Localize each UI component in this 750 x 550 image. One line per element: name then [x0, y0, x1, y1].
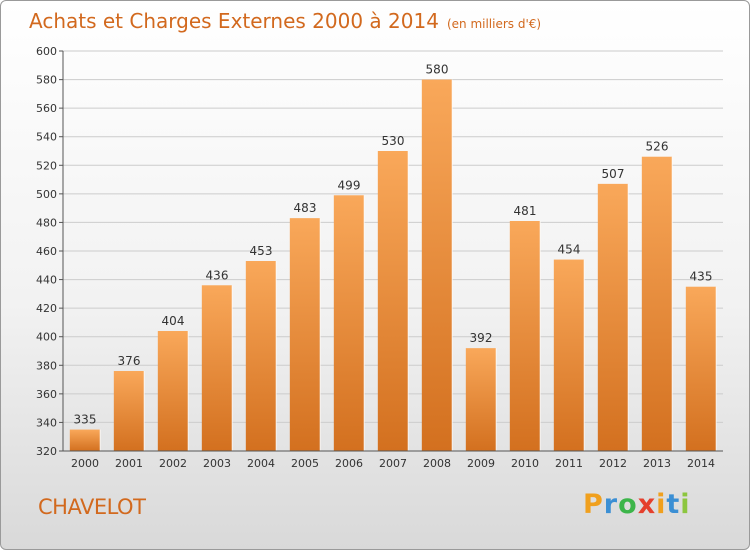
- x-tick-label: 2005: [291, 457, 319, 470]
- y-tick-label: 320: [36, 445, 57, 458]
- value-labels: 335 376 404 436 453 483 499 530 580 392 481 454 507 5…: [74, 63, 713, 427]
- chart-title-text: Achats et Charges Externes 2000 à 2014: [29, 9, 439, 33]
- bar-2002: [157, 331, 189, 451]
- x-tick-label: 2014: [687, 457, 715, 470]
- logo-letter: i: [656, 489, 667, 520]
- proxiti-logo: Proxiti: [583, 489, 691, 520]
- value-label: 435: [690, 270, 713, 284]
- x-tick-label: 2003: [203, 457, 231, 470]
- y-tick-label: 460: [36, 245, 57, 258]
- y-tick-label: 440: [36, 274, 57, 287]
- logo-letter: i: [680, 489, 691, 520]
- bar-2010: [509, 221, 541, 451]
- x-tick-label: 2007: [379, 457, 407, 470]
- value-label: 436: [206, 268, 229, 282]
- bar-2011: [553, 259, 585, 451]
- y-tick-label: 500: [36, 188, 57, 201]
- logo-letter: t: [666, 489, 681, 520]
- bar-2006: [333, 195, 365, 451]
- bar-2009: [465, 348, 497, 451]
- logo-letter: r: [603, 489, 619, 520]
- bar-2012: [597, 183, 629, 451]
- value-label: 507: [602, 167, 625, 181]
- x-tick-label: 2004: [247, 457, 275, 470]
- value-label: 404: [162, 314, 185, 328]
- chart-subtitle: (en milliers d'€): [446, 17, 542, 31]
- y-tick-label: 520: [36, 159, 57, 172]
- y-tick-label: 360: [36, 388, 57, 401]
- chart-title: Achats et Charges Externes 2000 à 2014 (e…: [29, 9, 541, 33]
- x-tick-label: 2001: [115, 457, 143, 470]
- y-tick-label: 540: [36, 131, 57, 144]
- bar-2013: [641, 156, 673, 451]
- y-tick-label: 580: [36, 74, 57, 87]
- x-tick-label: 2012: [599, 457, 627, 470]
- y-tick-label: 600: [36, 45, 57, 58]
- bar-2008: [421, 79, 453, 452]
- axes: [62, 51, 723, 452]
- value-label: 526: [646, 140, 669, 154]
- x-tick-label: 2009: [467, 457, 495, 470]
- y-tick-label: 400: [36, 331, 57, 344]
- value-label: 530: [382, 134, 405, 148]
- logo-letter: o: [618, 489, 638, 520]
- x-tick-label: 2008: [423, 457, 451, 470]
- y-tick-label: 380: [36, 359, 57, 372]
- x-tick-label: 2011: [555, 457, 583, 470]
- value-label: 392: [470, 331, 493, 345]
- x-tick-label: 2002: [159, 457, 187, 470]
- value-label: 481: [514, 204, 537, 218]
- bar-2007: [377, 151, 409, 451]
- bars: [69, 79, 717, 452]
- y-tick-label: 340: [36, 416, 57, 429]
- value-label: 454: [558, 243, 581, 257]
- bar-2014: [685, 286, 717, 451]
- value-label: 483: [294, 201, 317, 215]
- value-label: 335: [74, 413, 97, 427]
- x-axis-ticks: 2000 2001 2002 2003 2004 2005 2006 2007 2008 2009…: [71, 457, 715, 470]
- y-tick-label: 560: [36, 102, 57, 115]
- bar-2004: [245, 261, 277, 451]
- bar-2003: [201, 285, 233, 451]
- commune-name: CHAVELOT: [38, 495, 146, 519]
- value-label: 453: [250, 244, 273, 258]
- x-tick-label: 2013: [643, 457, 671, 470]
- bar-2000: [69, 429, 101, 451]
- x-tick-label: 2006: [335, 457, 363, 470]
- y-axis-ticks: 320 340 360 380 400 420 440 460 480 500 520 540 560 5…: [36, 45, 63, 458]
- bar-2001: [113, 371, 145, 451]
- logo-letter: x: [637, 489, 657, 520]
- x-tick-label: 2000: [71, 457, 99, 470]
- value-label: 376: [118, 354, 141, 368]
- x-tick-label: 2010: [511, 457, 539, 470]
- value-label: 499: [338, 178, 361, 192]
- bar-2005: [289, 218, 321, 451]
- y-tick-label: 480: [36, 216, 57, 229]
- value-label: 580: [426, 63, 449, 77]
- y-tick-label: 420: [36, 302, 57, 315]
- logo-letter: P: [583, 489, 604, 520]
